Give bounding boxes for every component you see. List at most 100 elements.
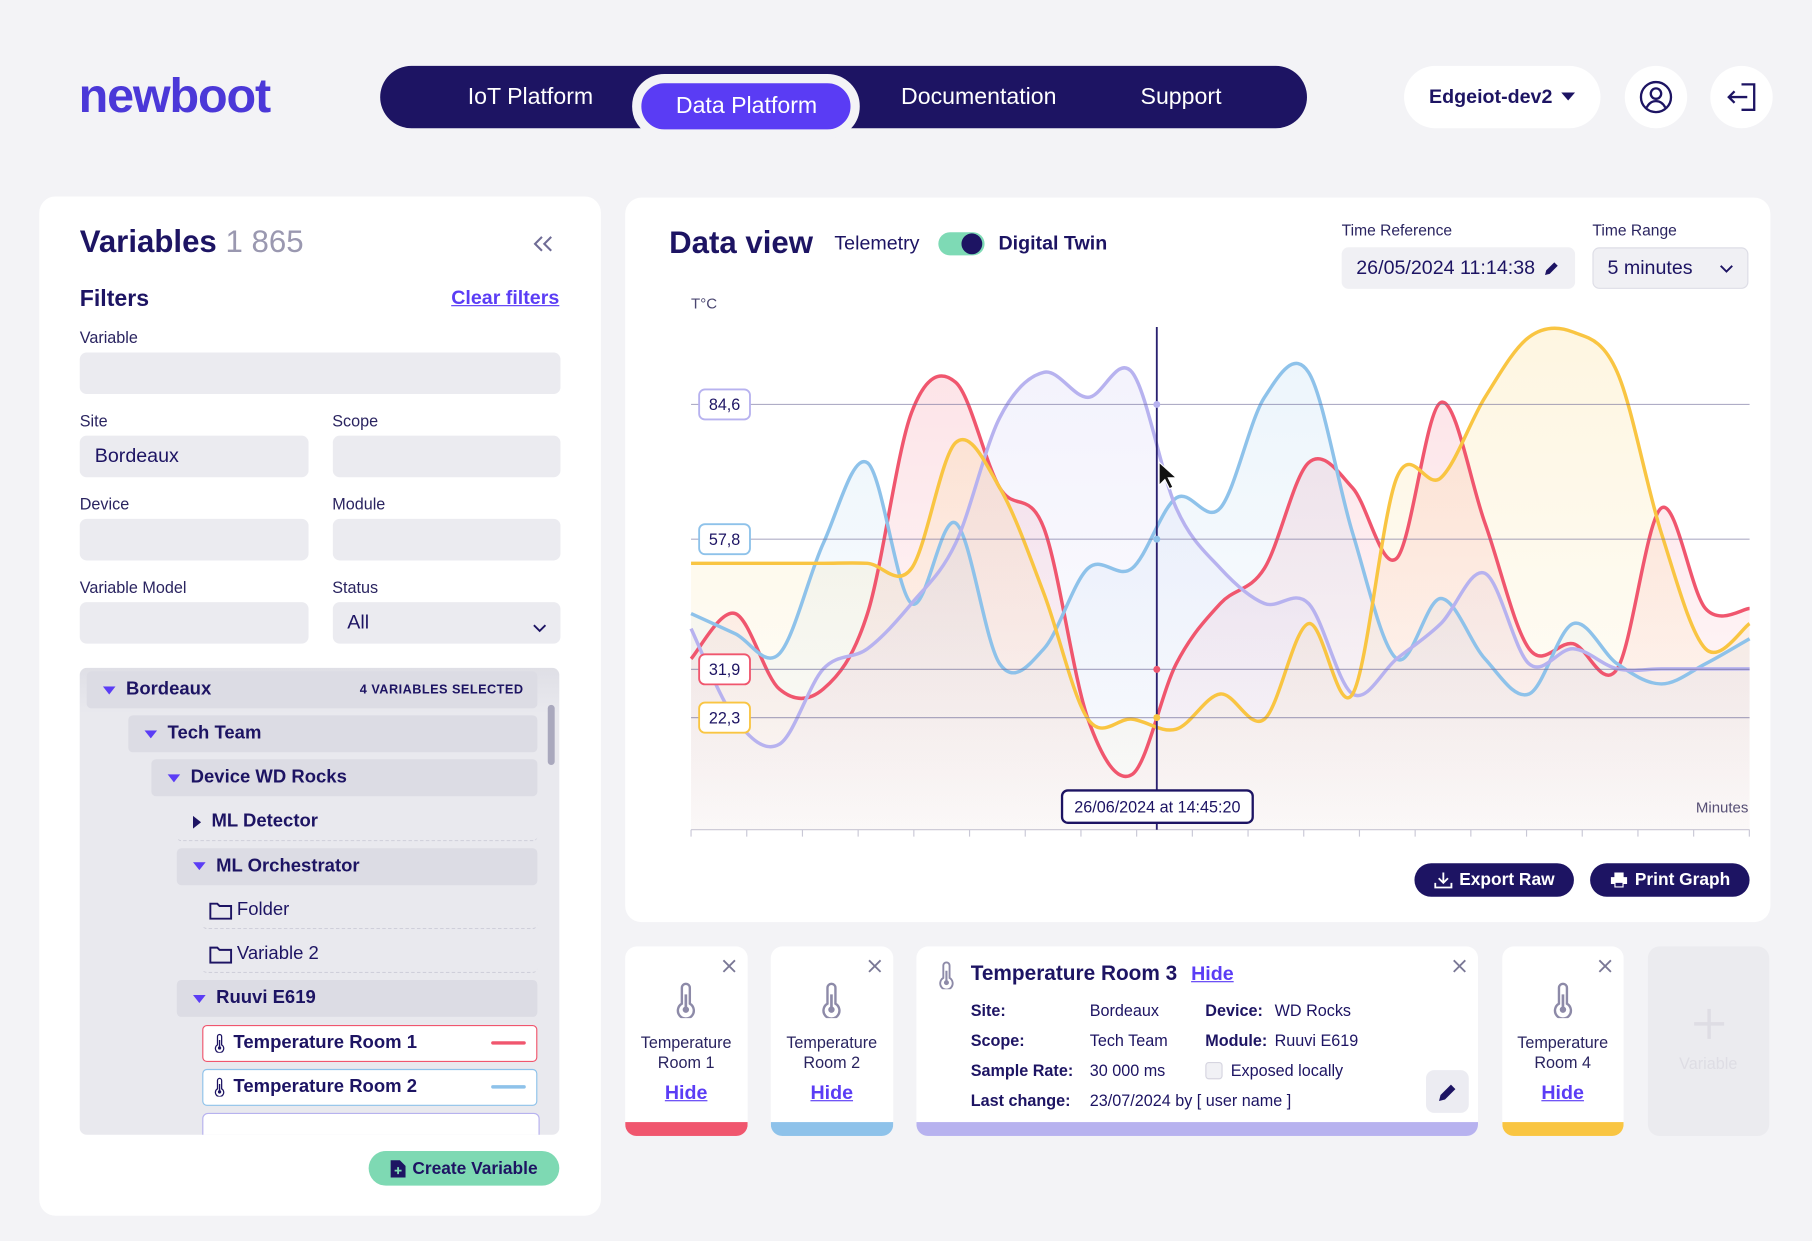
icon-path bbox=[1720, 265, 1733, 273]
tree-row[interactable]: Variable 2 bbox=[202, 936, 538, 974]
icon-svg bbox=[1553, 982, 1572, 1020]
field-input[interactable]: Bordeaux bbox=[79, 435, 308, 478]
field-label: Scope bbox=[332, 411, 379, 430]
filter-fields: Variable Site Bordeaux Scope Device Module Var… bbox=[79, 327, 561, 644]
expand-arrow bbox=[192, 862, 206, 871]
checkbox bbox=[1205, 1061, 1223, 1079]
add-variable-card[interactable]: Variable bbox=[1647, 946, 1770, 1136]
hide-link[interactable]: Hide bbox=[1191, 962, 1234, 985]
print-label: Print Graph bbox=[1634, 870, 1731, 890]
hide-link[interactable]: Hide bbox=[664, 1081, 708, 1104]
icon-svg bbox=[1453, 959, 1466, 973]
icon-svg bbox=[192, 862, 206, 871]
variable-card: Temperature Room 2 Hide bbox=[770, 946, 893, 1136]
tree-row[interactable]: Tech Team bbox=[128, 715, 538, 753]
profile-button[interactable] bbox=[1624, 65, 1688, 129]
icon-path bbox=[1434, 872, 1453, 889]
edit-button[interactable] bbox=[1426, 1070, 1469, 1113]
detail-value: Ruuvi E619 bbox=[1274, 1030, 1359, 1050]
icon-path bbox=[533, 236, 552, 252]
close-button[interactable] bbox=[867, 958, 881, 979]
exposed-option[interactable]: Exposed locally bbox=[1205, 1061, 1436, 1079]
icon-circle bbox=[1559, 1006, 1566, 1013]
card-header: Temperature Room 3 Hide bbox=[971, 961, 1234, 985]
hide-link[interactable]: Hide bbox=[810, 1081, 854, 1104]
data-view-panel: Data view Telemetry Digital Twin Time Re… bbox=[625, 197, 1771, 923]
field-input[interactable] bbox=[332, 518, 561, 561]
logout-button[interactable] bbox=[1710, 65, 1773, 129]
user-icon bbox=[1639, 80, 1673, 114]
chevron bbox=[1720, 265, 1733, 273]
thermometer-icon bbox=[818, 981, 845, 1024]
icon-svg bbox=[1438, 1084, 1455, 1101]
icon-path bbox=[192, 862, 206, 871]
field-value: Bordeaux bbox=[94, 444, 179, 467]
environment-select[interactable]: Edgeiot-dev2 bbox=[1404, 65, 1601, 129]
time-range-select[interactable]: 5 minutes bbox=[1592, 247, 1749, 289]
field-label: Module bbox=[332, 494, 386, 514]
card-name: Temperature Room 1 bbox=[640, 1033, 732, 1072]
file-icon bbox=[390, 1160, 406, 1178]
field-select[interactable]: All bbox=[332, 602, 561, 644]
panel-heading: Variables 1 865 bbox=[80, 224, 304, 260]
hide-link[interactable]: Hide bbox=[1541, 1081, 1584, 1104]
card-name: Temperature Room 2 bbox=[786, 1033, 878, 1072]
card-color-bar bbox=[625, 1122, 748, 1136]
nav-item[interactable]: Data Platform bbox=[675, 93, 818, 120]
icon-path bbox=[1453, 959, 1466, 973]
detail-label: Module: bbox=[1205, 1030, 1268, 1050]
detail-label: Sample Rate: bbox=[970, 1060, 1074, 1080]
chevron bbox=[533, 607, 547, 649]
tree-row[interactable]: Ruuvi E619 bbox=[176, 980, 538, 1018]
variable-count: 1 865 bbox=[225, 224, 304, 259]
close-button[interactable] bbox=[1598, 958, 1612, 979]
field-label: Status bbox=[332, 577, 379, 597]
field-input[interactable] bbox=[332, 435, 561, 478]
logo[interactable]: newboot bbox=[78, 68, 272, 123]
tree-row[interactable]: ML Detector bbox=[176, 804, 538, 841]
mode-off-label: Telemetry bbox=[834, 232, 920, 255]
icon-path bbox=[1561, 92, 1576, 101]
collapse-button[interactable] bbox=[533, 235, 554, 253]
tree-label: ML Detector bbox=[211, 811, 318, 831]
detail-value: Tech Team bbox=[1089, 1030, 1168, 1050]
clear-filters[interactable]: Clear filters bbox=[451, 286, 560, 309]
icon-path bbox=[1693, 1008, 1724, 1039]
field-input[interactable] bbox=[79, 602, 308, 644]
icon-path bbox=[1610, 872, 1627, 888]
nav-item[interactable]: IoT Platform bbox=[467, 84, 594, 110]
tree-label: Device WD Rocks bbox=[190, 767, 347, 788]
tree-row[interactable]: Temperature Room 1 bbox=[202, 1024, 538, 1062]
tree-row[interactable]: Folder bbox=[202, 892, 538, 930]
icon-path bbox=[1741, 83, 1756, 111]
tree-label: Tech Team bbox=[167, 723, 262, 744]
tree-row[interactable]: Device WD Rocks bbox=[151, 759, 538, 797]
field-input[interactable] bbox=[79, 518, 308, 561]
mode-toggle[interactable] bbox=[938, 232, 985, 256]
tree-row[interactable]: Bordeaux 4 VARIABLES SELECTED bbox=[86, 671, 538, 709]
export-button[interactable]: Export Raw bbox=[1414, 863, 1574, 897]
print-button[interactable]: Print Graph bbox=[1590, 863, 1750, 897]
tree-label: Bordeaux bbox=[125, 679, 212, 700]
tree-label: Ruuvi E619 bbox=[216, 988, 316, 1009]
close-button[interactable] bbox=[1453, 958, 1467, 979]
filters-title: Filters bbox=[79, 286, 150, 313]
create-variable-button[interactable]: Create Variable bbox=[368, 1150, 560, 1186]
field-input[interactable] bbox=[79, 352, 561, 395]
filter-field: Status All bbox=[332, 577, 561, 644]
nav-item[interactable]: Support bbox=[1140, 84, 1222, 110]
edit-icon bbox=[1545, 262, 1559, 276]
icon-svg bbox=[209, 902, 233, 920]
time-range-label: Time Range bbox=[1592, 221, 1677, 240]
filter-field: Variable Model bbox=[79, 577, 308, 644]
tree-row[interactable]: Temperature Room 2 bbox=[202, 1068, 538, 1106]
card-title: Temperature Room 3 bbox=[970, 961, 1178, 985]
tree-row[interactable]: ML Orchestrator bbox=[176, 847, 538, 885]
time-reference-input[interactable]: 26/05/2024 11:14:38 bbox=[1341, 247, 1576, 289]
close-button[interactable] bbox=[722, 958, 736, 979]
icon-svg bbox=[1693, 1008, 1724, 1039]
detail-value: Bordeaux bbox=[1089, 1000, 1159, 1020]
collapsed-arrow bbox=[192, 815, 202, 829]
nav-item[interactable]: Documentation bbox=[901, 84, 1057, 110]
card-details: Site: Bordeaux Device: WD Rocks Scope: Tech T… bbox=[971, 995, 1437, 1115]
